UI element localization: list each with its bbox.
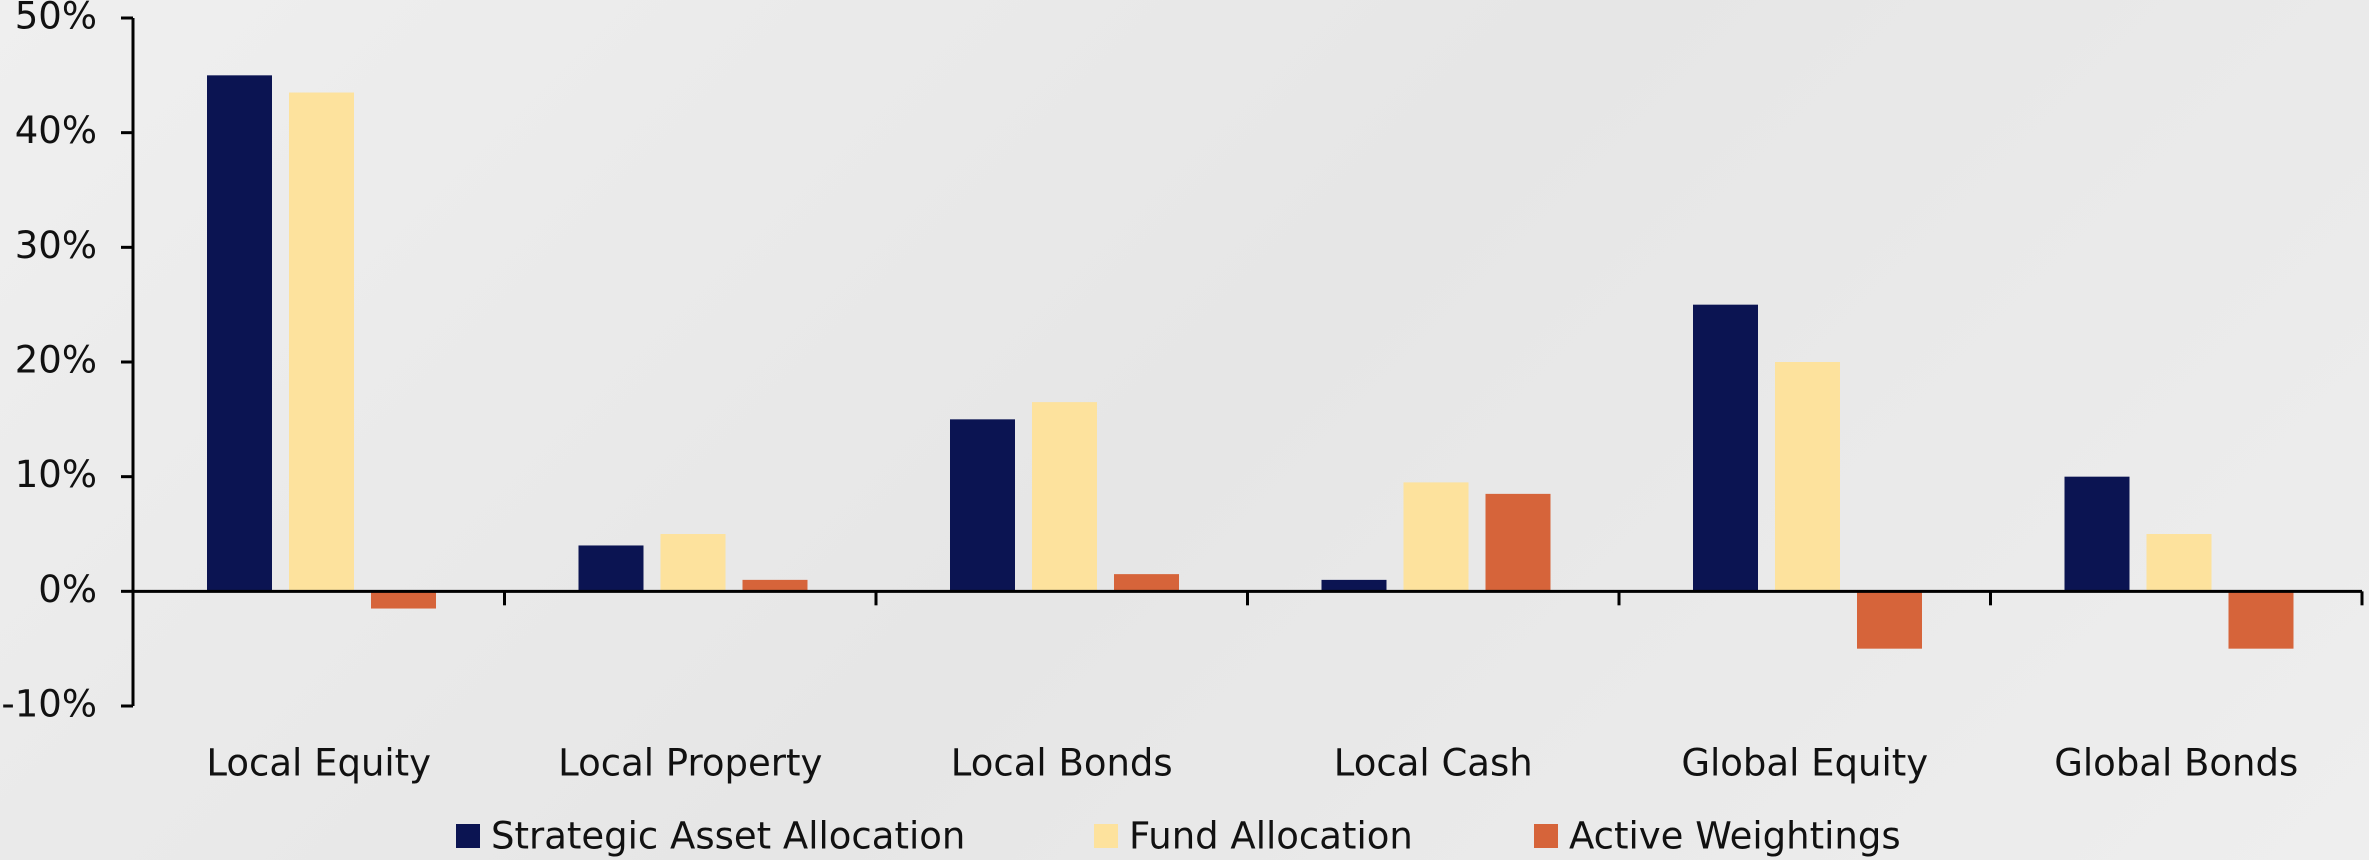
bar (660, 534, 726, 592)
legend-label: Active Weightings (1569, 815, 1901, 858)
bar (289, 92, 354, 592)
legend-swatch (1534, 824, 1558, 848)
bar (742, 579, 808, 592)
x-tick-label: Global Bonds (2054, 742, 2298, 785)
legend-swatch (1094, 824, 1118, 848)
y-tick-label: -10% (1, 683, 97, 726)
legend-label: Strategic Asset Allocation (491, 815, 965, 858)
bar (2146, 534, 2212, 592)
bar (1857, 591, 1922, 649)
y-tick-label: 20% (15, 339, 97, 382)
y-tick-label: 50% (15, 0, 97, 38)
bar (2064, 476, 2130, 592)
bar (1775, 362, 1840, 592)
y-tick-label: 0% (38, 568, 97, 611)
bar (1403, 482, 1469, 592)
legend-label: Fund Allocation (1129, 815, 1413, 858)
y-tick-label: 10% (15, 453, 97, 496)
bar (1693, 304, 1758, 592)
bar (1485, 493, 1551, 592)
x-tick-label: Local Equity (206, 742, 431, 785)
bar (371, 591, 436, 609)
bar (1032, 402, 1097, 592)
x-tick-label: Global Equity (1681, 742, 1928, 785)
y-tick-label: 30% (15, 224, 97, 267)
bar (1114, 574, 1179, 592)
bar (2228, 591, 2294, 649)
x-tick-label: Local Cash (1334, 742, 1533, 785)
y-tick-label: 40% (15, 109, 97, 152)
legend-swatch (456, 824, 480, 848)
x-tick-label: Local Bonds (951, 742, 1173, 785)
bar (950, 419, 1015, 592)
bar (207, 75, 272, 592)
bar (1321, 579, 1387, 592)
x-tick-label: Local Property (558, 742, 822, 785)
bar (578, 545, 644, 592)
